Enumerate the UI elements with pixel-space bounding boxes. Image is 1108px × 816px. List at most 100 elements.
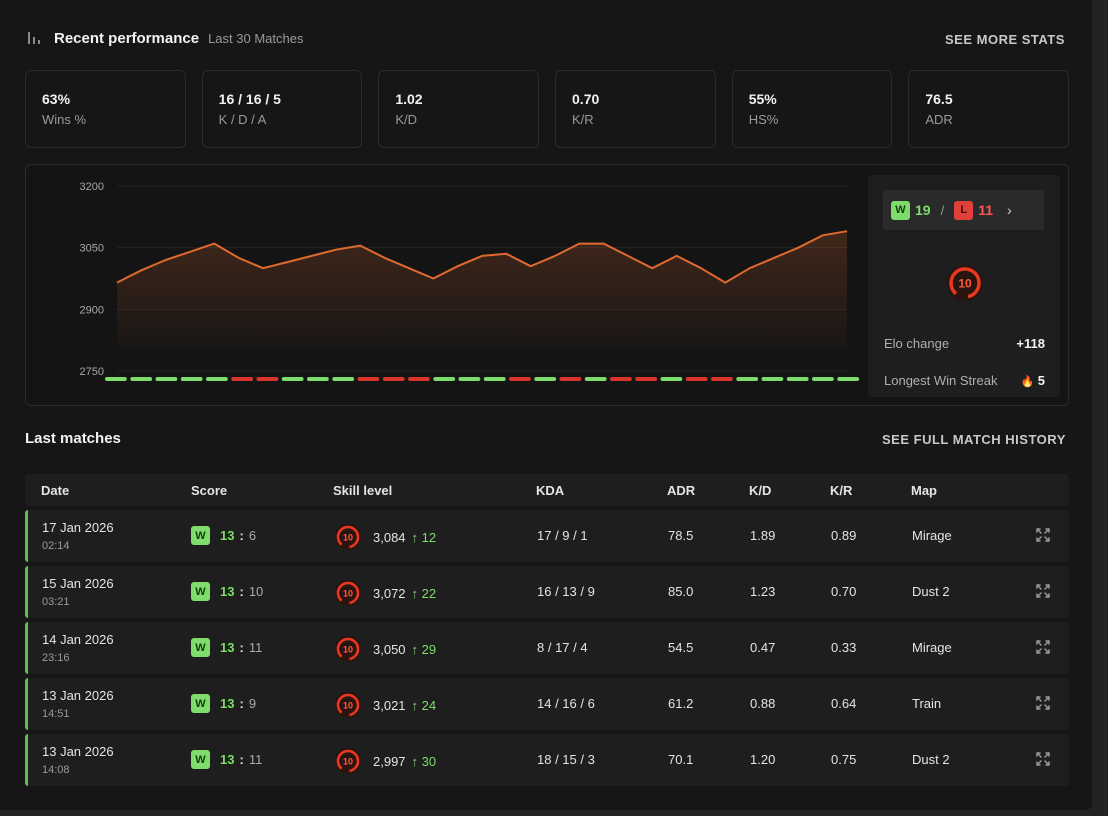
result-bar-loss: [610, 377, 632, 381]
stat-value: 76.5: [925, 91, 953, 107]
match-row[interactable]: 13 Jan 2026 14:51 W 13 : 9 10 3,021 ↑ 24…: [25, 678, 1069, 730]
result-badge: W: [191, 694, 210, 713]
skill-level-10-icon: 10: [335, 580, 361, 606]
match-time: 02:14: [42, 540, 70, 552]
summary-card: W 19 / L 11 › 10 Elo change +118 Longest…: [868, 175, 1060, 397]
stat-label: Wins %: [42, 112, 87, 127]
section-header: Recent performance Last 30 Matches: [28, 28, 303, 48]
match-score: W 13 : 6: [191, 526, 256, 545]
win-loss-button[interactable]: W 19 / L 11 ›: [883, 190, 1044, 230]
match-score: W 13 : 10: [191, 582, 263, 601]
elo-chart: 3200 3050 2900 2750: [80, 181, 860, 381]
win-streak-value-group: 🔥 5: [1020, 373, 1045, 388]
result-bar-win: [130, 377, 153, 381]
column-header-date: Date: [41, 483, 70, 498]
expand-icon[interactable]: [1035, 639, 1051, 655]
score-opponent: 9: [248, 696, 257, 711]
result-bar-loss: [711, 377, 733, 381]
result-bar-loss: [509, 377, 531, 381]
result-bar-win: [281, 377, 304, 381]
match-adr: 54.5: [668, 640, 694, 655]
result-bar-loss: [382, 377, 405, 381]
result-badge: W: [191, 526, 210, 545]
stat-card-adr: 76.5 ADR: [908, 70, 1070, 148]
match-score: W 13 : 9: [191, 694, 256, 713]
match-time: 14:08: [42, 764, 70, 776]
match-kda: 8 / 17 / 4: [537, 640, 588, 655]
section-subtitle: Last 30 Matches: [208, 30, 304, 46]
match-kda: 18 / 15 / 3: [537, 752, 595, 767]
match-kda: 14 / 16 / 6: [537, 696, 595, 711]
result-bar-win: [534, 377, 557, 381]
match-kda: 17 / 9 / 1: [537, 528, 588, 543]
match-row[interactable]: 15 Jan 2026 03:21 W 13 : 10 10 3,072 ↑ 2…: [25, 566, 1069, 618]
match-row[interactable]: 17 Jan 2026 02:14 W 13 : 6 10 3,084 ↑ 12…: [25, 510, 1069, 562]
match-map: Dust 2: [912, 752, 950, 767]
score-separator: :: [239, 696, 244, 711]
expand-icon[interactable]: [1035, 583, 1051, 599]
match-elo-gain: ↑ 30: [411, 753, 437, 769]
score-separator: :: [239, 528, 244, 543]
stat-card-wins: 63% Wins %: [25, 70, 186, 148]
match-kda: 16 / 13 / 9: [537, 584, 595, 599]
match-adr: 78.5: [668, 528, 694, 543]
match-adr: 70.1: [668, 752, 694, 767]
y-tick-label: 3050: [80, 243, 104, 255]
skill-level-number: 10: [958, 277, 972, 291]
column-header-kr: K/R: [830, 483, 853, 498]
match-skill-level: 10 3,021 ↑ 24: [334, 691, 436, 719]
result-badge: W: [191, 638, 210, 657]
score-team: 13: [220, 584, 235, 599]
match-kd: 1.89: [750, 528, 776, 543]
result-bar-win: [837, 377, 860, 381]
result-bar-win: [812, 377, 834, 381]
result-bar-win: [332, 377, 355, 381]
match-elo: 2,997: [373, 753, 406, 769]
result-bar-loss: [559, 377, 582, 381]
bar-chart-icon: [28, 32, 42, 44]
elo-line: [116, 230, 848, 284]
expand-icon[interactable]: [1035, 751, 1051, 767]
score-opponent: 6: [248, 528, 257, 543]
match-kr: 0.89: [831, 528, 857, 543]
expand-icon[interactable]: [1035, 695, 1051, 711]
see-more-stats-link[interactable]: SEE MORE STATS: [945, 32, 1065, 47]
result-bar-loss: [357, 377, 380, 381]
match-skill-level: 10 2,997 ↑ 30: [334, 747, 436, 775]
chevron-right-icon: ›: [1007, 202, 1012, 218]
matches-table-header: Date Score Skill level KDA ADR K/D K/R M…: [25, 474, 1069, 506]
match-map: Dust 2: [912, 584, 950, 599]
elo-change-label: Elo change: [884, 336, 950, 351]
match-elo-gain: ↑ 22: [411, 585, 437, 601]
match-date: 13 Jan 2026: [42, 744, 114, 759]
skill-level-10-icon: 10: [947, 265, 983, 301]
full-match-history-link[interactable]: SEE FULL MATCH HISTORY: [882, 432, 1066, 447]
match-time: 14:51: [42, 708, 70, 720]
win-streak-value: 5: [1037, 373, 1045, 388]
skill-level-number: 10: [343, 701, 353, 711]
match-row[interactable]: 14 Jan 2026 23:16 W 13 : 11 10 3,050 ↑ 2…: [25, 622, 1069, 674]
match-kr: 0.33: [831, 640, 857, 655]
win-loss-separator: /: [940, 202, 945, 218]
match-skill-level: 10 3,050 ↑ 29: [334, 635, 436, 663]
expand-icon[interactable]: [1035, 527, 1051, 543]
result-bar-win: [786, 377, 809, 381]
elo-chart-card: 3200 3050 2900 2750 W 19 / L 11 › 10 Elo ch…: [25, 164, 1069, 406]
match-row[interactable]: 13 Jan 2026 14:08 W 13 : 11 10 2,997 ↑ 3…: [25, 734, 1069, 786]
result-bar-loss: [408, 377, 430, 381]
match-elo: 3,072: [373, 585, 406, 601]
match-map: Train: [912, 696, 942, 711]
result-bar-loss: [685, 377, 708, 381]
column-header-score: Score: [191, 483, 228, 498]
skill-level-10-icon: 10: [335, 636, 361, 662]
result-bar-win: [483, 377, 506, 381]
match-kr: 0.75: [831, 752, 857, 767]
column-header-map: Map: [911, 483, 937, 498]
stat-value: 55%: [748, 91, 777, 107]
match-skill-level: 10 3,072 ↑ 22: [334, 579, 436, 607]
match-elo: 3,050: [373, 641, 406, 657]
skill-level-number: 10: [343, 533, 353, 543]
match-elo-gain: ↑ 12: [411, 529, 437, 545]
skill-level-10-icon: 10: [335, 748, 361, 774]
stat-card-kd: 1.02 K/D: [378, 70, 540, 148]
